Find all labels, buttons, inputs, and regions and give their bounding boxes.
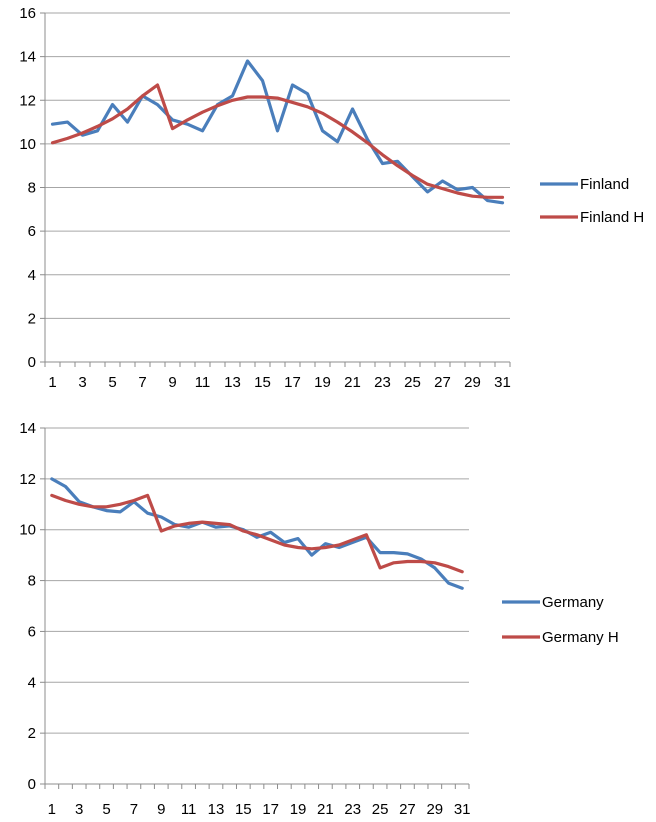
chart2-legend-label-2: Germany H: [542, 629, 619, 646]
chart2-legend-label-1: Germany: [542, 594, 604, 611]
chart2-series-line-2: [50, 493, 464, 574]
chart2-ytick-label: 14: [19, 420, 36, 437]
chart2-ytick-label: 12: [19, 471, 36, 488]
chart2-ytick-label: 10: [19, 522, 36, 539]
chart1-series-line-1: [50, 59, 505, 205]
chart2-xtick-label: 11: [181, 801, 197, 818]
chart1-ytick-label: 4: [28, 267, 36, 284]
chart1-xtick-label: 17: [284, 374, 301, 391]
chart1-ytick-label: 14: [19, 49, 36, 66]
chart1-legend-label-2: Finland H: [580, 209, 644, 226]
chart2-xtick-label: 31: [454, 801, 471, 818]
chart2-xtick-label: 27: [399, 801, 416, 818]
chart2-xtick-label: 17: [262, 801, 279, 818]
chart2-ytick-label: 2: [28, 725, 36, 742]
chart1-xtick-label: 15: [254, 374, 271, 391]
chart1-xtick-label: 13: [224, 374, 241, 391]
chart1-xtick-label: 27: [434, 374, 451, 391]
chart1-ytick-label: 10: [19, 136, 36, 153]
chart1-legend-label-1: Finland: [580, 176, 629, 193]
chart1-ytick-label: 2: [28, 310, 36, 327]
chart2-ytick-label: 8: [28, 573, 36, 590]
chart1-xtick-label: 7: [138, 374, 146, 391]
chart1-xtick-label: 1: [48, 374, 56, 391]
chart1-xtick-label: 11: [195, 374, 211, 391]
chart2-xtick-label: 7: [130, 801, 138, 818]
chart1-xtick-label: 23: [374, 374, 391, 391]
chart2-xtick-label: 25: [372, 801, 389, 818]
chart1-ytick-label: 6: [28, 223, 36, 240]
chart2-xtick-label: 23: [344, 801, 361, 818]
chart1-ytick-label: 8: [28, 180, 36, 197]
chart2-xtick-label: 1: [48, 801, 56, 818]
chart2-xtick-label: 13: [208, 801, 225, 818]
chart2-xtick-label: 3: [75, 801, 83, 818]
chart1-xtick-label: 31: [494, 374, 511, 391]
chart1-ytick-label: 12: [19, 92, 36, 109]
chart2-ytick-label: 4: [28, 674, 36, 691]
chart1-series-line-2: [50, 83, 505, 199]
chart1-xtick-label: 9: [168, 374, 176, 391]
chart1-xtick-label: 19: [314, 374, 331, 391]
chart2-xtick-label: 9: [157, 801, 165, 818]
chart1-xtick-label: 21: [344, 374, 361, 391]
chart2-ytick-label: 6: [28, 623, 36, 640]
chart2-xtick-label: 21: [317, 801, 334, 818]
chart2-series-line-1: [50, 477, 464, 590]
chart1-xtick-label: 3: [78, 374, 86, 391]
chart2-xtick-label: 19: [290, 801, 307, 818]
chart1-ytick-label: 16: [19, 5, 36, 22]
chart1-xtick-label: 29: [464, 374, 481, 391]
chart1-xtick-label: 5: [108, 374, 116, 391]
chart2-xtick-label: 5: [102, 801, 110, 818]
chart2-ytick-label: 0: [28, 776, 36, 793]
chart1-xtick-label: 25: [404, 374, 421, 391]
chart2-xtick-label: 15: [235, 801, 252, 818]
chart1-ytick-label: 0: [28, 354, 36, 371]
chart2-xtick-label: 29: [426, 801, 443, 818]
